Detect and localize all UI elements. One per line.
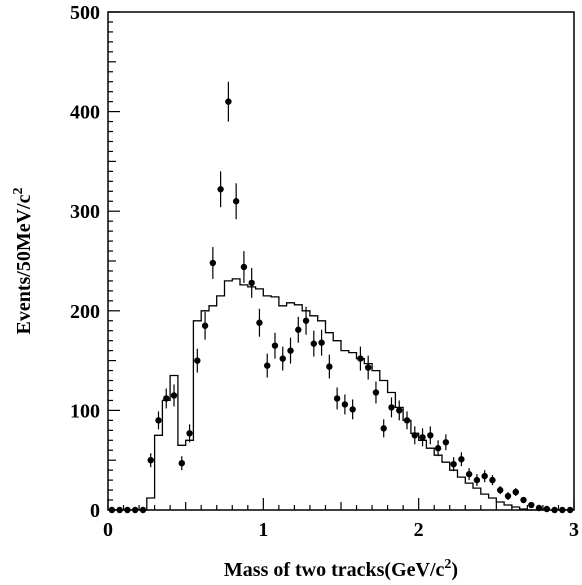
- data-point: [357, 355, 364, 362]
- data-point: [419, 434, 426, 441]
- x-tick-label: 2: [414, 519, 424, 541]
- x-tick-label: 0: [103, 519, 113, 541]
- data-point: [512, 488, 519, 496]
- data-point: [209, 259, 217, 267]
- data-point: [225, 98, 232, 105]
- y-tick-label: 0: [90, 500, 100, 522]
- data-point: [341, 401, 349, 408]
- data-point: [411, 432, 418, 439]
- data-point: [256, 319, 263, 326]
- data-point: [434, 445, 442, 452]
- data-point: [178, 459, 185, 467]
- data-point: [380, 425, 387, 432]
- y-tick-label: 300: [70, 201, 100, 223]
- data-point: [232, 198, 240, 205]
- data-point: [295, 326, 302, 333]
- data-point: [201, 322, 209, 329]
- data-point: [318, 339, 325, 346]
- data-point: [326, 363, 333, 370]
- data-point: [450, 460, 457, 468]
- y-axis-label: Events/50MeV/c2: [11, 188, 35, 335]
- data-point: [163, 395, 170, 402]
- data-point: [186, 430, 193, 437]
- data-point: [528, 501, 535, 509]
- data-point: [147, 457, 154, 464]
- y-tick-label: 100: [70, 400, 100, 422]
- data-point: [349, 406, 356, 413]
- y-tick-label: 500: [70, 2, 100, 24]
- data-point: [264, 362, 271, 369]
- data-point: [248, 279, 255, 287]
- data-point: [240, 263, 248, 271]
- y-tick-label: 200: [70, 301, 100, 323]
- data-point: [155, 417, 162, 424]
- x-tick-label: 1: [258, 519, 268, 541]
- data-point: [364, 364, 372, 371]
- data-point: [504, 492, 512, 500]
- data-point: [473, 476, 481, 484]
- data-point: [520, 496, 527, 504]
- x-axis-label: Mass of two tracks(GeV/c2): [224, 557, 458, 581]
- data-point: [271, 342, 279, 349]
- data-point: [396, 407, 403, 414]
- data-point: [217, 186, 224, 193]
- axes: 0 1 2 3 0 100 200 300 400 500: [70, 2, 579, 541]
- data-point: [458, 456, 465, 463]
- data-point: [372, 389, 380, 396]
- data-point: [388, 404, 395, 411]
- data-point: [481, 472, 488, 480]
- data-point: [333, 395, 341, 402]
- data-point: [497, 486, 504, 494]
- data-point: [310, 340, 318, 347]
- data-point: [287, 347, 294, 354]
- data-point: [489, 476, 496, 484]
- histogram-line: [108, 278, 574, 511]
- data-point: [403, 417, 411, 424]
- data-point: [543, 505, 551, 513]
- data-point: [465, 470, 473, 478]
- y-tick-label: 400: [70, 102, 100, 124]
- data-point: [279, 355, 286, 362]
- plot-area: [108, 81, 574, 514]
- data-point: [194, 357, 201, 364]
- x-tick-label: 3: [569, 519, 579, 541]
- data-point: [302, 317, 310, 324]
- data-point: [442, 439, 450, 446]
- data-point: [427, 432, 434, 439]
- data-point: [170, 392, 178, 399]
